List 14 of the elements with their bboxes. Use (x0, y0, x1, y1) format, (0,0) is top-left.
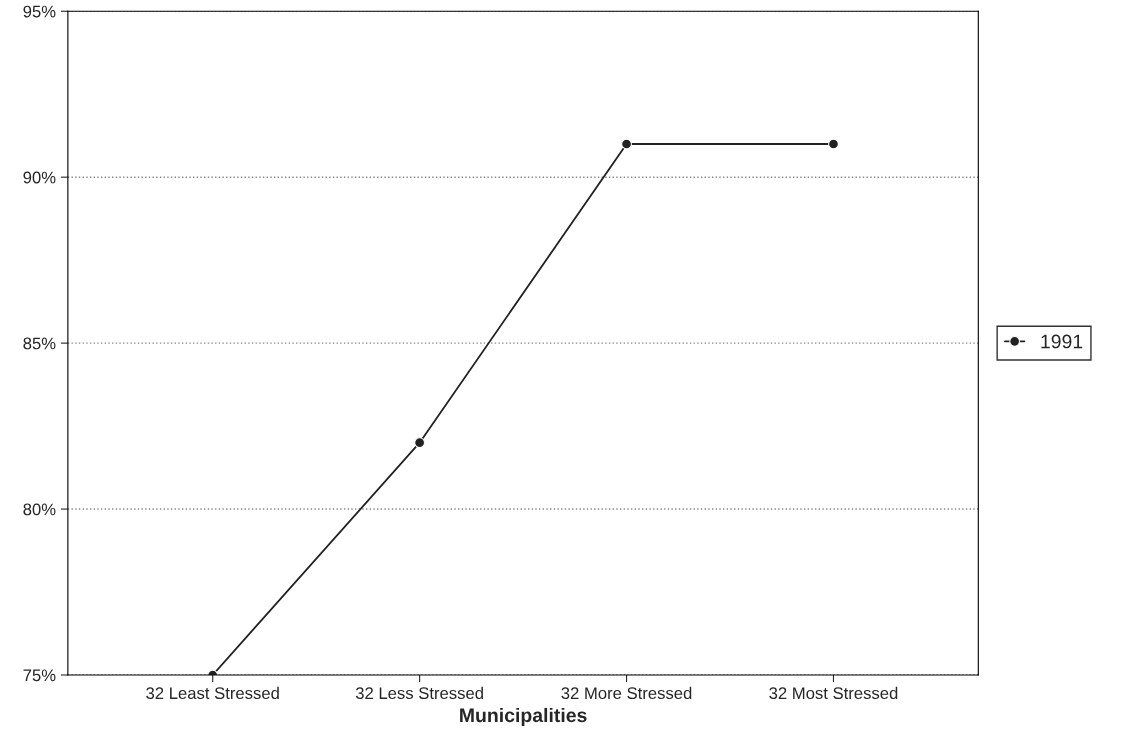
x-tick-label: 32 Most Stressed (769, 686, 898, 700)
point (414, 437, 426, 449)
point (621, 138, 632, 150)
y-tick-label: 80% (23, 503, 56, 516)
x-tick-label: 32 Less Stressed (355, 686, 483, 700)
point (828, 138, 839, 150)
y-tick-label: 85% (23, 337, 56, 350)
y-tick-label: 95% (23, 5, 56, 18)
y-tick-label: 90% (23, 171, 56, 184)
x-tick-label: 32 More Stressed (561, 686, 692, 700)
x-axis-title: Municipalities (460, 707, 587, 727)
legend-label: 1991 (1041, 334, 1083, 349)
y-tick-label: 75% (23, 669, 56, 682)
x-tick-label: 32 Least Stressed (146, 686, 279, 700)
